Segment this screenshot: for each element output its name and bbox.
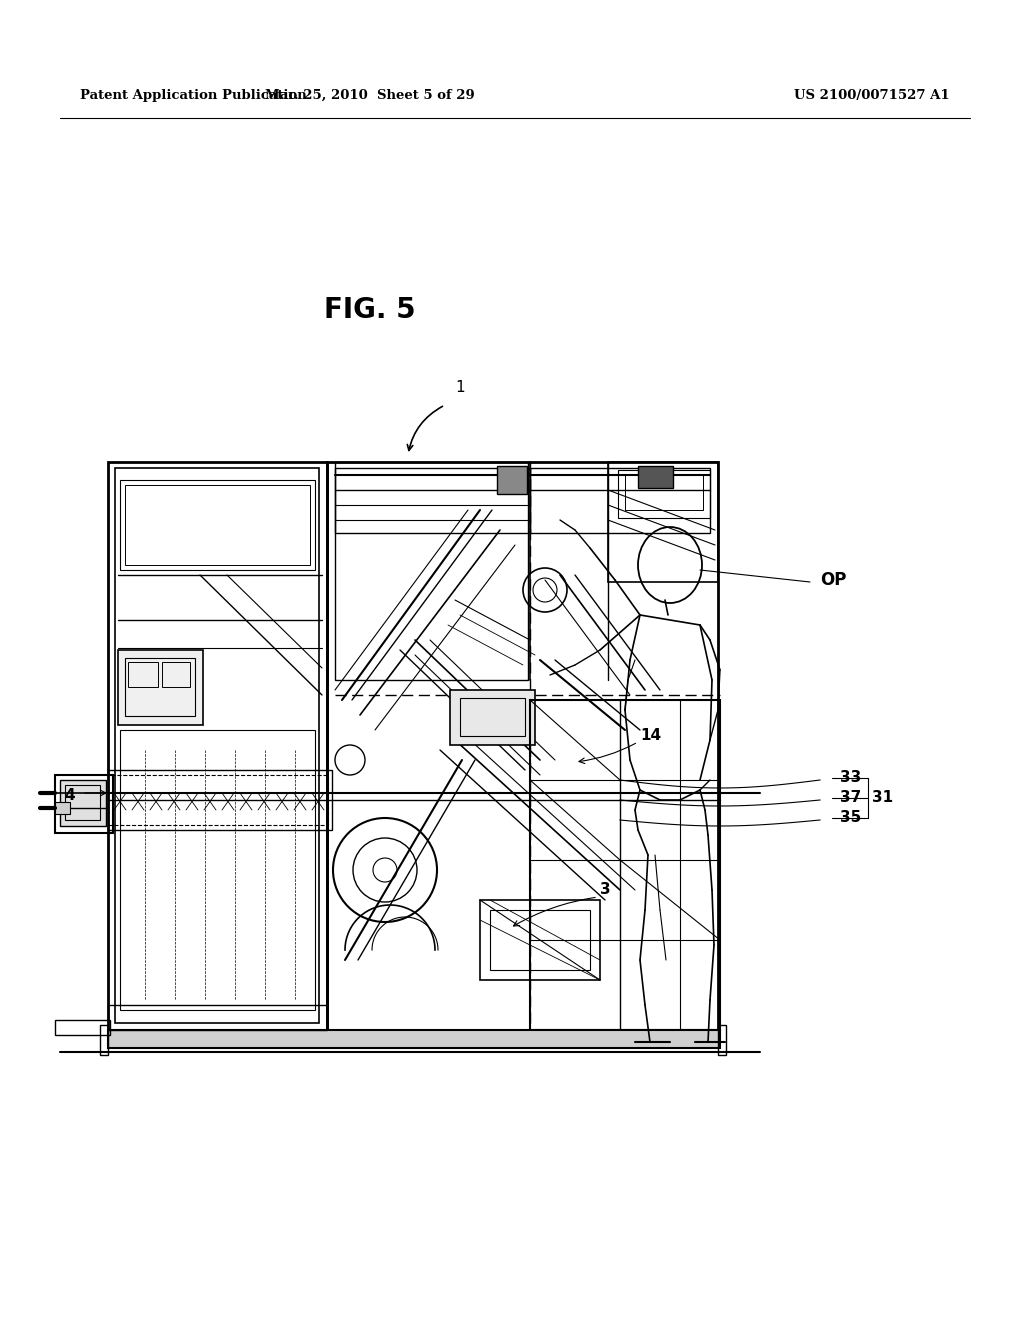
- Bar: [120, 730, 315, 1010]
- Bar: [162, 663, 190, 686]
- Text: Mar. 25, 2010  Sheet 5 of 29: Mar. 25, 2010 Sheet 5 of 29: [265, 88, 475, 102]
- Bar: [108, 775, 328, 825]
- Text: OP: OP: [820, 572, 847, 589]
- Text: 3: 3: [600, 883, 610, 898]
- Bar: [327, 462, 718, 1030]
- Bar: [490, 909, 590, 970]
- Text: 4: 4: [65, 788, 75, 803]
- Bar: [65, 785, 100, 820]
- Bar: [638, 466, 673, 488]
- Bar: [108, 1005, 327, 1030]
- Bar: [618, 470, 710, 517]
- Bar: [530, 469, 710, 533]
- Bar: [60, 780, 106, 826]
- Bar: [108, 1030, 720, 1048]
- Bar: [108, 770, 332, 830]
- Bar: [118, 649, 203, 725]
- Bar: [497, 466, 527, 494]
- Bar: [125, 657, 195, 715]
- Text: 1: 1: [455, 380, 465, 396]
- Text: FIG. 5: FIG. 5: [325, 296, 416, 323]
- Bar: [120, 480, 315, 570]
- Bar: [608, 462, 718, 582]
- Bar: [335, 469, 530, 533]
- Bar: [460, 698, 525, 737]
- Bar: [108, 462, 327, 1030]
- Bar: [718, 1026, 726, 1055]
- Bar: [128, 663, 158, 686]
- Bar: [115, 469, 319, 1023]
- Bar: [530, 700, 720, 1030]
- Bar: [55, 775, 113, 833]
- Bar: [480, 900, 600, 979]
- Bar: [125, 484, 310, 565]
- Text: 33: 33: [840, 771, 861, 785]
- Text: US 2100/0071527 A1: US 2100/0071527 A1: [795, 88, 950, 102]
- Text: Patent Application Publication: Patent Application Publication: [80, 88, 307, 102]
- Text: 35: 35: [840, 810, 861, 825]
- Bar: [100, 1026, 108, 1055]
- Bar: [55, 1020, 110, 1035]
- Bar: [55, 803, 70, 814]
- Bar: [450, 690, 535, 744]
- Bar: [335, 462, 528, 680]
- Text: 37: 37: [840, 791, 861, 805]
- Text: 31: 31: [872, 789, 893, 804]
- Text: 14: 14: [640, 727, 662, 742]
- Bar: [625, 475, 703, 510]
